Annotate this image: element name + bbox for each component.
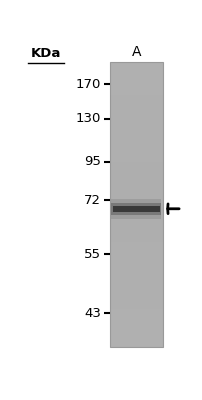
Bar [109, 90, 162, 95]
Bar [109, 119, 162, 124]
Bar [109, 200, 162, 204]
Bar [109, 280, 162, 285]
Bar [109, 171, 162, 176]
Bar [109, 62, 162, 67]
Bar [109, 128, 162, 133]
Bar [109, 238, 162, 242]
Bar [112, 206, 159, 212]
Bar [109, 247, 162, 252]
Bar [109, 104, 162, 109]
Text: 43: 43 [84, 307, 100, 320]
Bar [109, 266, 162, 271]
Bar [109, 290, 162, 294]
Bar [109, 204, 162, 209]
Bar [109, 261, 162, 266]
Bar [109, 195, 162, 200]
Bar [110, 203, 161, 215]
Bar [109, 100, 162, 104]
Bar [109, 152, 162, 157]
Bar [109, 309, 162, 314]
Bar [109, 242, 162, 247]
Bar [109, 214, 162, 218]
Bar [109, 62, 162, 347]
Text: A: A [131, 45, 140, 59]
Bar [109, 314, 162, 318]
Bar [109, 328, 162, 332]
Bar [109, 185, 162, 190]
Bar [109, 337, 162, 342]
Bar [109, 233, 162, 238]
Bar [109, 81, 162, 86]
Bar [109, 180, 162, 185]
Bar [109, 76, 162, 81]
Bar [109, 190, 162, 195]
Bar [109, 114, 162, 119]
Bar [109, 285, 162, 290]
Bar [109, 342, 162, 347]
Text: 72: 72 [83, 194, 100, 207]
Bar [109, 157, 162, 162]
Bar [109, 332, 162, 337]
Bar [109, 318, 162, 323]
Bar [109, 176, 162, 180]
Bar [109, 323, 162, 328]
Text: 170: 170 [75, 78, 100, 91]
Bar [109, 166, 162, 171]
Bar [109, 209, 162, 214]
Text: KDa: KDa [31, 47, 61, 60]
Bar [109, 299, 162, 304]
Bar [109, 162, 162, 166]
Bar [109, 228, 162, 233]
Bar [109, 71, 162, 76]
Bar [109, 109, 162, 114]
Text: 55: 55 [83, 248, 100, 261]
Bar [109, 147, 162, 152]
Bar [109, 124, 162, 128]
Bar [109, 95, 162, 100]
Bar [109, 271, 162, 276]
Bar [109, 138, 162, 142]
Bar [109, 142, 162, 147]
Text: 95: 95 [84, 156, 100, 168]
Bar [109, 276, 162, 280]
Bar [109, 294, 162, 299]
Bar [109, 218, 162, 223]
Bar [109, 223, 162, 228]
Bar [110, 199, 161, 219]
Bar [109, 67, 162, 71]
Bar [109, 256, 162, 261]
Bar [109, 133, 162, 138]
Bar [109, 304, 162, 309]
Bar [109, 252, 162, 256]
Text: 130: 130 [75, 112, 100, 125]
Bar [109, 86, 162, 90]
